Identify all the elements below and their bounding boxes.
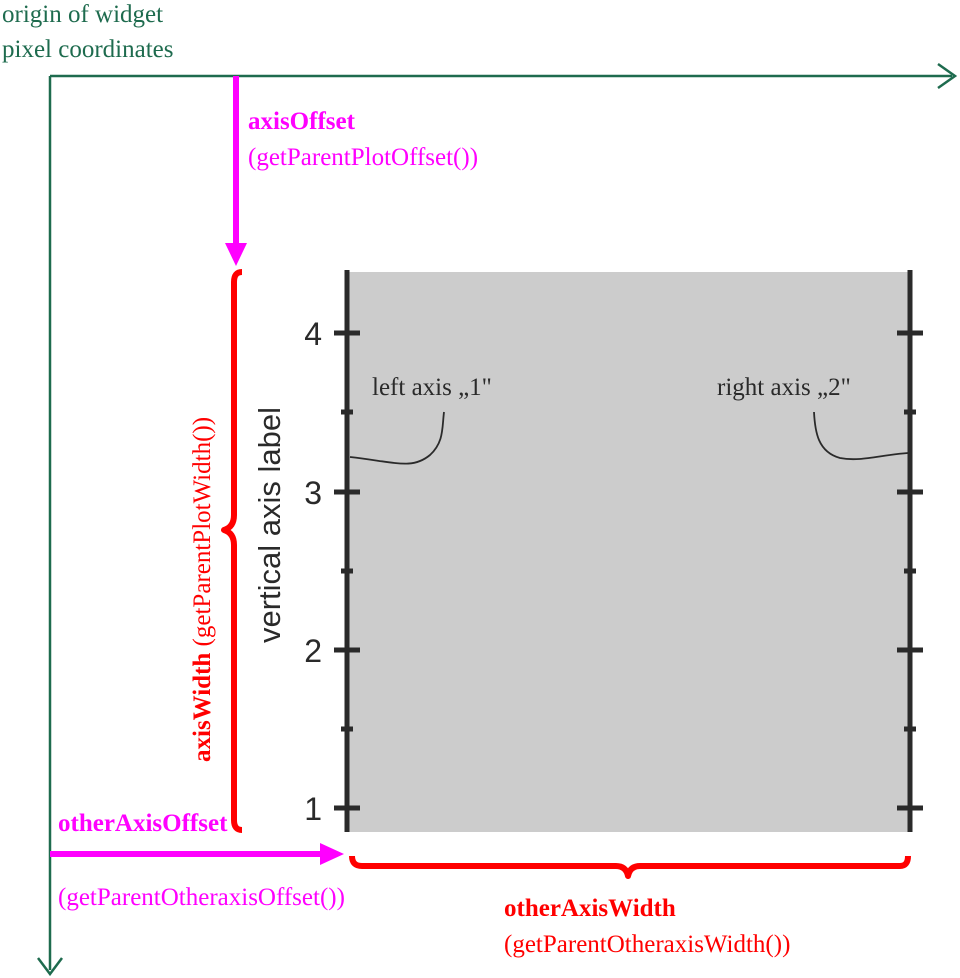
other-axis-width-brace [349,855,911,879]
axis-offset-arrowhead-icon [225,243,247,266]
right-axis-callout-line [813,411,909,461]
plot-area [347,272,910,832]
other-axis-offset-arrowhead-icon [320,843,344,865]
right-axis-annotation: right axis „2" [717,374,851,401]
axis-width-brace [221,269,243,833]
tick-label-2: 2 [304,633,322,669]
other-axis-offset-label: otherAxisOffset [58,810,228,837]
widget-y-arrow-icon [37,957,63,977]
widget-origin-axes [37,62,958,977]
other-axis-offset-arrow [50,843,344,865]
origin-label-line2: pixel coordinates [2,36,173,63]
left-axis [334,270,360,832]
right-axis [897,270,923,832]
left-axis-callout-line [349,411,445,465]
tick-label-3: 3 [304,475,322,511]
other-axis-width-label: otherAxisWidth [504,895,676,922]
tick-label-1: 1 [304,791,322,827]
axis-offset-label: axisOffset [248,108,356,135]
axis-width-text: axisWidth (getParentPlotWidth()) [189,417,216,762]
origin-label-line1: origin of widget [2,1,163,28]
axis-width-label: axisWidth [189,653,216,762]
left-axis-annotation: left axis „1" [372,374,492,401]
widget-x-arrow-icon [937,62,958,90]
tick-label-4: 4 [304,316,322,352]
axis-width-getter: (getParentPlotWidth()) [189,417,216,647]
vertical-axis-label: vertical axis label [252,407,287,643]
other-axis-width-getter: (getParentOtheraxisWidth()) [504,931,790,958]
other-axis-offset-getter: (getParentOtheraxisOffset()) [58,884,345,911]
axis-offset-arrow [225,76,247,266]
axis-offset-getter: (getParentPlotOffset()) [248,144,478,171]
